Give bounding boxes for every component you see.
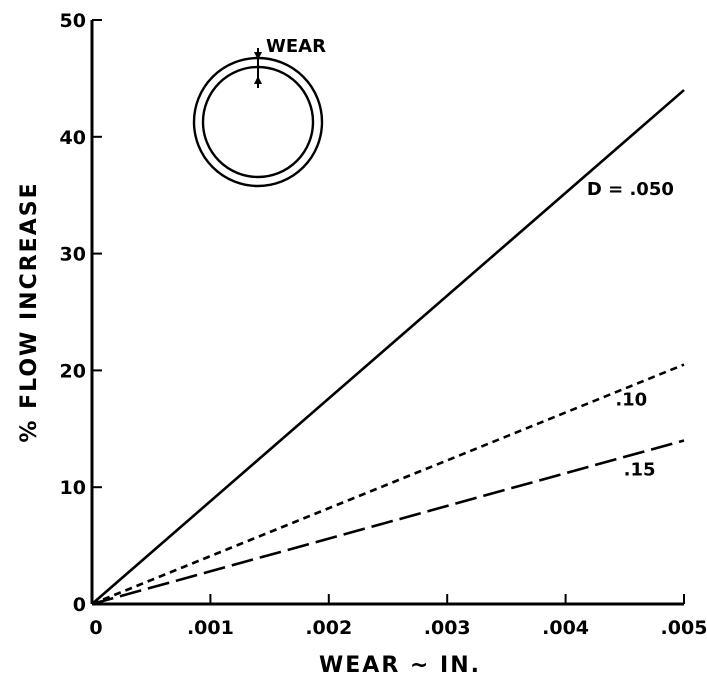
- x-tick-label: .004: [542, 617, 589, 639]
- x-tick-label: .003: [424, 617, 471, 639]
- y-tick-label: 30: [60, 244, 86, 266]
- series-label-1: .10: [615, 389, 647, 410]
- y-tick-label: 10: [60, 477, 86, 499]
- series-label-0: D = .050: [587, 179, 674, 200]
- wear-annotation: WEAR: [266, 36, 326, 57]
- x-ticks: 0 .001 .002 .003 .004 .005: [89, 594, 707, 639]
- x-tick-label: .002: [305, 617, 352, 639]
- y-tick-label: 20: [60, 360, 86, 382]
- wear-inset: WEAR: [194, 36, 326, 186]
- wear-arrow-tail-icon: [254, 76, 262, 84]
- y-ticks: 0 10 20 30 40 50: [60, 10, 102, 616]
- y-axis-title: % FLOW INCREASE: [17, 181, 42, 442]
- x-tick-label: .005: [661, 617, 707, 639]
- series-line-2: [92, 440, 684, 604]
- y-tick-label: 0: [73, 594, 86, 616]
- series-line-1: [92, 365, 684, 604]
- y-tick-label: 50: [60, 10, 86, 32]
- x-axis-title: WEAR ~ IN.: [319, 653, 481, 678]
- y-tick-label: 40: [60, 127, 86, 149]
- series-layer: D = .050 .10 .15: [92, 90, 684, 604]
- series-label-2: .15: [624, 460, 656, 481]
- x-tick-label: 0: [89, 617, 102, 639]
- x-tick-label: .001: [187, 617, 234, 639]
- series-line-0: [92, 90, 684, 604]
